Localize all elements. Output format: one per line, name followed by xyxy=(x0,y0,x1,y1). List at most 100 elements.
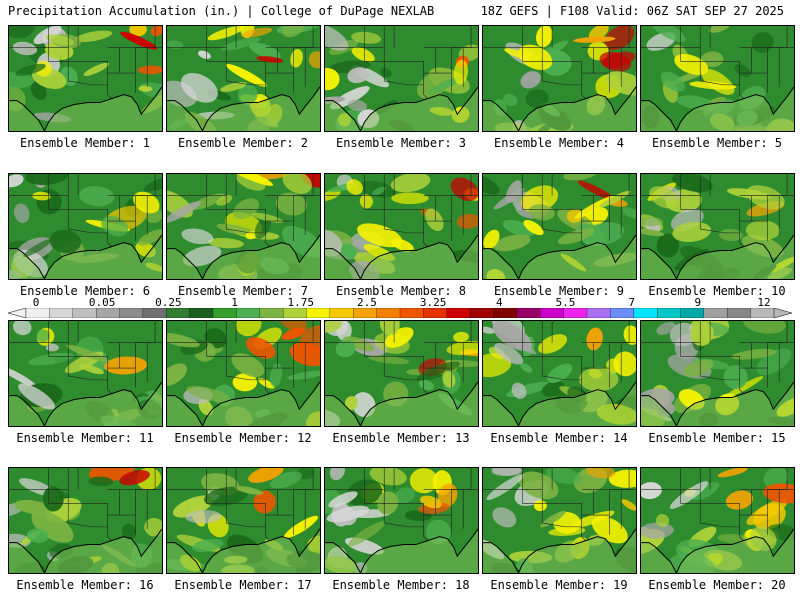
state-border xyxy=(325,342,424,357)
state-border xyxy=(364,503,424,528)
precip-blob xyxy=(384,327,414,348)
state-border xyxy=(167,195,266,210)
precip-blob xyxy=(669,481,709,509)
precip-blob xyxy=(143,174,162,192)
precip-blob xyxy=(453,331,469,343)
precip-blob xyxy=(701,68,735,95)
color-scale-bar xyxy=(8,308,792,318)
precip-blob xyxy=(369,468,407,486)
precip-blob xyxy=(351,46,375,63)
precip-blob xyxy=(172,495,214,518)
scale-tick-label: 1 xyxy=(231,296,238,309)
precip-blob xyxy=(700,51,724,68)
precip-blob xyxy=(45,34,75,46)
precip-blob xyxy=(511,382,527,399)
precip-blob xyxy=(520,363,533,373)
precip-blob xyxy=(692,481,720,501)
coastline xyxy=(325,86,478,131)
scale-arrow-left xyxy=(8,308,27,318)
state-border xyxy=(739,72,768,93)
state-border xyxy=(522,356,582,381)
precip-blob xyxy=(446,341,478,356)
ensemble-member-label: Ensemble Member: 4 xyxy=(493,136,625,150)
precip-blob xyxy=(394,487,416,504)
gulf-water xyxy=(167,100,203,131)
scale-swatch xyxy=(586,308,611,318)
precip-blob xyxy=(137,229,162,246)
precip-blob xyxy=(486,474,524,501)
precip-blob xyxy=(725,490,754,510)
coastline xyxy=(325,381,478,426)
precip-blob xyxy=(325,67,340,91)
precip-blob xyxy=(578,367,619,392)
gulf-water xyxy=(167,542,203,573)
scale-swatch xyxy=(49,308,74,318)
precip-blob xyxy=(655,514,670,528)
precip-blob xyxy=(83,62,110,77)
precip-blob xyxy=(342,336,375,352)
precip-blob xyxy=(192,538,224,553)
ensemble-map-panel xyxy=(324,25,479,132)
precip-map xyxy=(641,26,794,131)
coastline xyxy=(483,234,636,279)
ensemble-member-label: Ensemble Member: 19 xyxy=(490,578,628,592)
precip-blob xyxy=(520,71,541,89)
precip-blob xyxy=(563,174,598,181)
precip-blob xyxy=(762,483,794,504)
ensemble-map-panel xyxy=(640,467,795,574)
precip-blob xyxy=(416,70,451,99)
gulf-water xyxy=(483,100,519,131)
scale-swatch xyxy=(703,308,728,318)
gulf-water xyxy=(360,234,478,279)
precip-blob xyxy=(492,507,517,528)
state-border xyxy=(483,47,582,62)
scale-tick-label: 3.25 xyxy=(419,296,447,309)
precip-blob xyxy=(329,468,345,481)
precip-blob xyxy=(731,348,777,360)
precip-blob xyxy=(12,41,38,56)
state-border xyxy=(107,61,112,99)
state-border xyxy=(641,195,740,210)
precip-blob xyxy=(357,223,403,248)
precip-blob xyxy=(281,327,306,340)
precip-blob xyxy=(234,486,264,495)
gulf-water xyxy=(641,248,677,279)
scale-swatch xyxy=(353,308,378,318)
state-border xyxy=(739,367,768,388)
precip-blob xyxy=(22,238,53,258)
precip-blob xyxy=(723,365,748,390)
precip-blob xyxy=(604,26,635,51)
precip-blob xyxy=(483,353,512,378)
precip-map xyxy=(641,174,794,279)
state-border xyxy=(265,209,270,247)
precip-map xyxy=(325,26,478,131)
ensemble-member-label: Ensemble Member: 9 xyxy=(493,284,625,298)
gulf-water xyxy=(202,528,320,573)
precip-map xyxy=(325,174,478,279)
precip-blob xyxy=(241,27,273,38)
precip-blob xyxy=(30,81,47,101)
precip-blob xyxy=(31,510,74,543)
state-border xyxy=(167,489,266,504)
state-border xyxy=(522,61,582,86)
precip-blob xyxy=(66,344,111,363)
precip-blob xyxy=(344,395,358,411)
coastline xyxy=(641,528,794,573)
state-border xyxy=(325,195,424,210)
scale-swatch xyxy=(563,308,588,318)
state-border xyxy=(48,356,108,381)
precip-blob xyxy=(346,179,364,195)
scale-tick-label: 0.25 xyxy=(155,296,182,309)
precip-blob xyxy=(621,499,636,511)
scale-swatch xyxy=(610,308,635,318)
state-border xyxy=(423,503,428,541)
gulf-water xyxy=(676,528,794,573)
ensemble-map-panel xyxy=(482,25,637,132)
precip-blob xyxy=(450,177,478,201)
precip-blob xyxy=(225,63,267,87)
gulf-water xyxy=(325,100,361,131)
precip-blob xyxy=(608,469,636,488)
precip-blob xyxy=(379,321,400,336)
ensemble-member-label: Ensemble Member: 11 xyxy=(16,431,154,445)
precip-map xyxy=(9,321,162,426)
